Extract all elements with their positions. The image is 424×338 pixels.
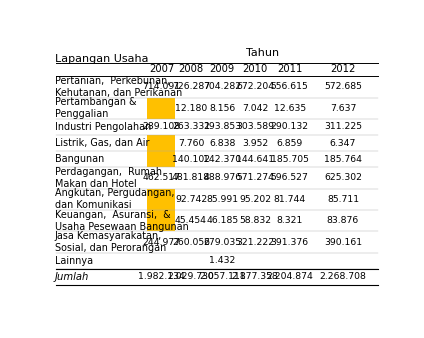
Text: 142.370: 142.370 xyxy=(203,155,241,164)
Bar xyxy=(147,135,175,167)
Text: 2.204.874: 2.204.874 xyxy=(266,272,313,281)
Text: 185.764: 185.764 xyxy=(324,155,362,164)
Text: 726.287: 726.287 xyxy=(172,82,210,91)
Bar xyxy=(147,189,175,231)
Text: 625.302: 625.302 xyxy=(324,173,362,183)
Text: 6.838: 6.838 xyxy=(209,139,235,148)
Text: 7.637: 7.637 xyxy=(330,104,356,113)
Text: 321.222: 321.222 xyxy=(236,238,274,246)
Text: 95.202: 95.202 xyxy=(239,195,271,204)
Text: 2008: 2008 xyxy=(179,64,204,74)
Text: 3.952: 3.952 xyxy=(242,139,268,148)
Text: 12.635: 12.635 xyxy=(273,104,306,113)
Text: Lapangan Usaha: Lapangan Usaha xyxy=(55,54,148,64)
Text: 571.274: 571.274 xyxy=(236,173,274,183)
Text: 2010: 2010 xyxy=(243,64,268,74)
Text: 244.977: 244.977 xyxy=(142,238,181,246)
Text: 260.056: 260.056 xyxy=(172,238,210,246)
Text: 481.818: 481.818 xyxy=(172,173,210,183)
Text: 45.454: 45.454 xyxy=(175,216,207,225)
Text: 12.180: 12.180 xyxy=(175,104,207,113)
Text: 46.185: 46.185 xyxy=(206,216,238,225)
Text: 140.102: 140.102 xyxy=(172,155,210,164)
Text: 488.976: 488.976 xyxy=(203,173,241,183)
Text: 462.517: 462.517 xyxy=(142,173,181,183)
Text: 2009: 2009 xyxy=(209,64,235,74)
Text: Bangunan: Bangunan xyxy=(55,154,104,164)
Text: 8.321: 8.321 xyxy=(276,216,303,225)
Text: 85.711: 85.711 xyxy=(327,195,359,204)
Text: Angkutan, Pergudangan,
dan Komunikasi: Angkutan, Pergudangan, dan Komunikasi xyxy=(55,188,174,210)
Text: 92.742: 92.742 xyxy=(175,195,207,204)
Text: 6.859: 6.859 xyxy=(276,139,303,148)
Text: 81.744: 81.744 xyxy=(273,195,306,204)
Text: 556.615: 556.615 xyxy=(271,82,309,91)
Text: 289.108: 289.108 xyxy=(142,122,181,131)
Text: 8.156: 8.156 xyxy=(209,104,235,113)
Text: 572.685: 572.685 xyxy=(324,82,362,91)
Text: 714.091: 714.091 xyxy=(142,82,181,91)
Text: Jasa Kemasyarakatan,
Sosial, dan Perorangan: Jasa Kemasyarakatan, Sosial, dan Peroran… xyxy=(55,231,166,253)
Text: 7.042: 7.042 xyxy=(242,104,268,113)
Text: Industri Pengolahan: Industri Pengolahan xyxy=(55,122,151,132)
Text: 2.268.708: 2.268.708 xyxy=(320,272,366,281)
Text: Tahun: Tahun xyxy=(246,48,279,58)
Text: 391.376: 391.376 xyxy=(271,238,309,246)
Text: Pertanian,  Perkebunan,
Kehutanan, dan Perikanan: Pertanian, Perkebunan, Kehutanan, dan Pe… xyxy=(55,76,182,98)
Text: Keuangan,  Asuransi,  &
Usaha Pesewaan Bangunan: Keuangan, Asuransi, & Usaha Pesewaan Ban… xyxy=(55,210,188,232)
Text: 6.347: 6.347 xyxy=(330,139,356,148)
Text: 290.132: 290.132 xyxy=(271,122,309,131)
Text: Jumlah: Jumlah xyxy=(55,272,89,282)
Text: 303.589: 303.589 xyxy=(236,122,274,131)
Text: 2.177.358: 2.177.358 xyxy=(232,272,279,281)
Bar xyxy=(147,98,175,119)
Text: 279.035: 279.035 xyxy=(203,238,241,246)
Text: 311.225: 311.225 xyxy=(324,122,362,131)
Text: 2012: 2012 xyxy=(330,64,356,74)
Text: 58.832: 58.832 xyxy=(239,216,271,225)
Text: Pertambangan &
Penggalian: Pertambangan & Penggalian xyxy=(55,97,136,119)
Text: Perdagangan,  Rumah
Makan dan Hotel: Perdagangan, Rumah Makan dan Hotel xyxy=(55,167,162,189)
Text: 672.204: 672.204 xyxy=(236,82,274,91)
Text: 7.760: 7.760 xyxy=(178,139,204,148)
Text: 2011: 2011 xyxy=(277,64,302,74)
Text: Lainnya: Lainnya xyxy=(55,256,93,266)
Text: 85.991: 85.991 xyxy=(206,195,238,204)
Text: 144.641: 144.641 xyxy=(236,155,274,164)
Text: 83.876: 83.876 xyxy=(327,216,359,225)
Text: 390.161: 390.161 xyxy=(324,238,362,246)
Text: 185.705: 185.705 xyxy=(271,155,309,164)
Text: 2.057.118: 2.057.118 xyxy=(199,272,245,281)
Text: 1.432: 1.432 xyxy=(209,256,235,265)
Text: Listrik, Gas, dan Air: Listrik, Gas, dan Air xyxy=(55,138,149,148)
Text: 2.029.730: 2.029.730 xyxy=(167,272,215,281)
Text: 263.331: 263.331 xyxy=(172,122,210,131)
Text: 596.527: 596.527 xyxy=(271,173,309,183)
Text: 293.853: 293.853 xyxy=(203,122,241,131)
Text: 704.282: 704.282 xyxy=(203,82,241,91)
Text: 2007: 2007 xyxy=(149,64,174,74)
Text: 1.982.134: 1.982.134 xyxy=(138,272,185,281)
